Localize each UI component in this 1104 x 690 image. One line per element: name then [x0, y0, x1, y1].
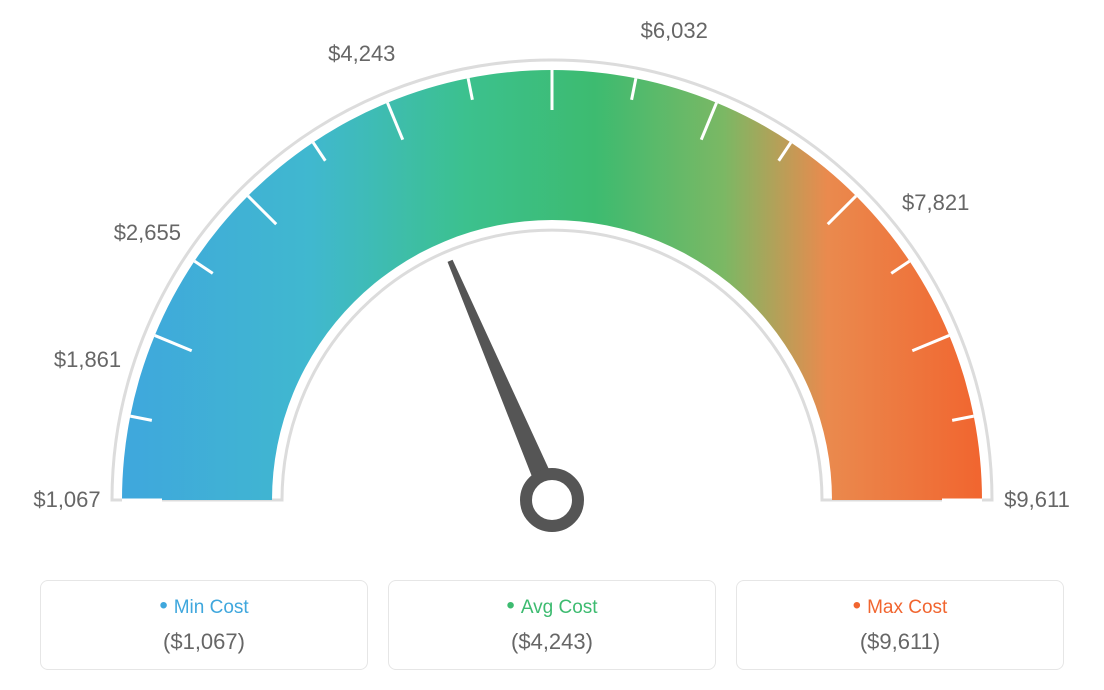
- legend-card-max: •Max Cost ($9,611): [736, 580, 1064, 670]
- dot-icon: •: [506, 592, 514, 619]
- legend-card-min: •Min Cost ($1,067): [40, 580, 368, 670]
- legend-value-avg: ($4,243): [399, 629, 705, 655]
- legend-value-max: ($9,611): [747, 629, 1053, 655]
- gauge-tick-label: $1,067: [33, 487, 100, 513]
- legend-title-max: •Max Cost: [747, 597, 1053, 619]
- gauge-svg: [0, 0, 1104, 560]
- legend-title-min: •Min Cost: [51, 597, 357, 619]
- dot-icon: •: [159, 592, 167, 619]
- legend-label-max: Max Cost: [867, 597, 947, 618]
- legend-label-min: Min Cost: [174, 597, 249, 618]
- legend-label-avg: Avg Cost: [521, 597, 598, 618]
- legend-title-avg: •Avg Cost: [399, 597, 705, 619]
- gauge-area: $1,067 $1,861 $2,655 $4,243 $6,032 $7,821 $9,6…: [0, 0, 1104, 560]
- gauge-tick-label: $2,655: [114, 220, 181, 246]
- legend-row: •Min Cost ($1,067) •Avg Cost ($4,243) •M…: [40, 580, 1064, 670]
- gauge-tick-label: $1,861: [54, 347, 121, 373]
- gauge-tick-label: $4,243: [328, 41, 395, 67]
- gauge-tick-label: $6,032: [641, 18, 708, 44]
- dot-icon: •: [853, 592, 861, 619]
- chart-container: $1,067 $1,861 $2,655 $4,243 $6,032 $7,821 $9,6…: [0, 0, 1104, 690]
- legend-card-avg: •Avg Cost ($4,243): [388, 580, 716, 670]
- gauge-tick-label: $7,821: [902, 190, 969, 216]
- gauge-tick-label: $9,611: [1004, 487, 1070, 513]
- legend-value-min: ($1,067): [51, 629, 357, 655]
